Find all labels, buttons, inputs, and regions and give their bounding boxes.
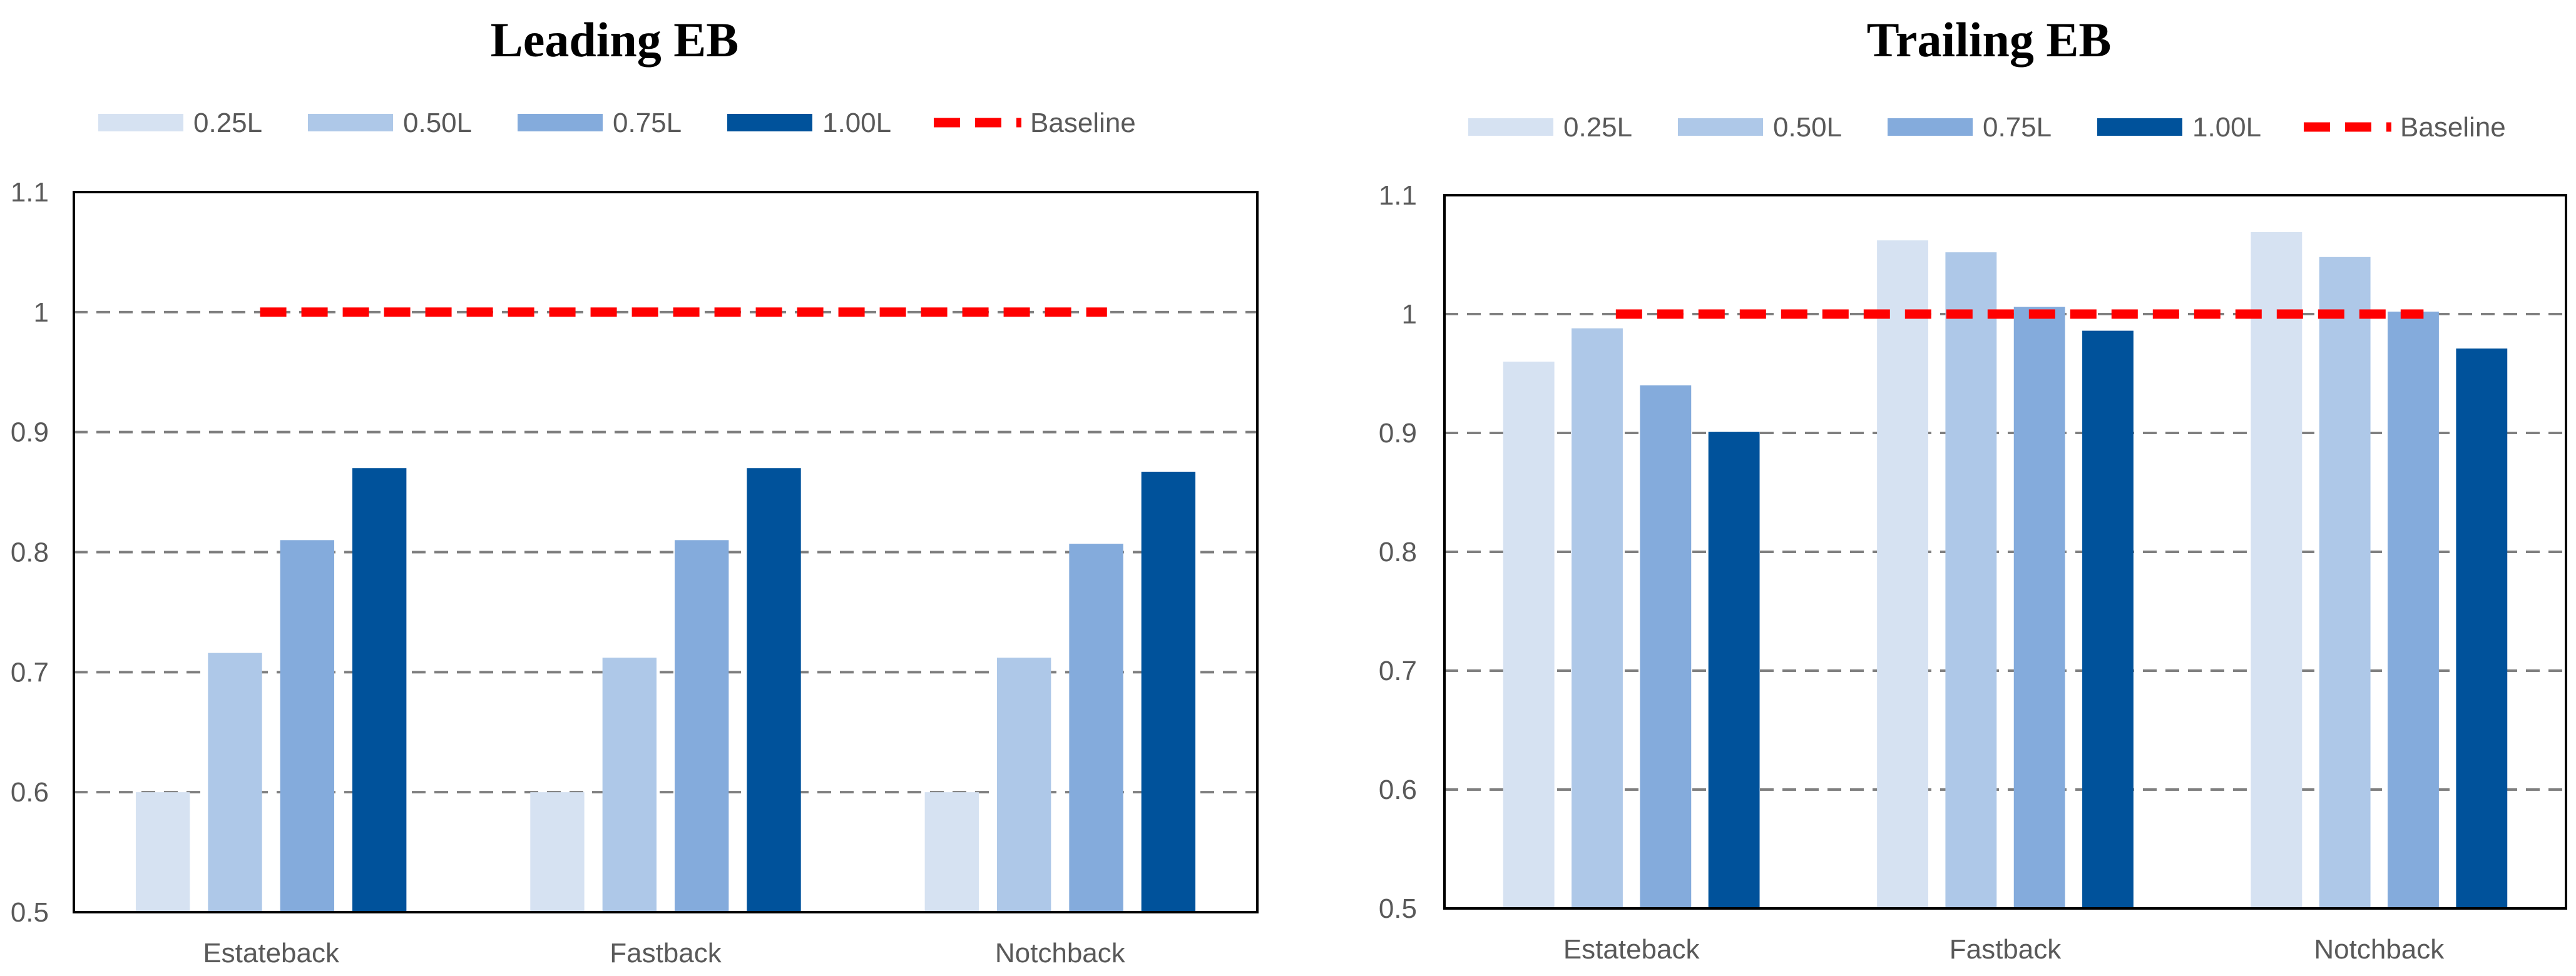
legend-swatch-0-75l [1888, 118, 1973, 136]
chart-title: Trailing EB [1867, 13, 2112, 67]
x-tick-label-fastback: Fastback [610, 938, 722, 968]
y-tick-label-0-5: 0.5 [11, 897, 49, 928]
bar-notchback-0-25l [924, 792, 979, 912]
bar-fastback-0-50l [1945, 252, 1997, 909]
bar-fastback-0-75l [2013, 307, 2065, 909]
legend-label-0-50l: 0.50L [403, 108, 472, 138]
bar-notchback-0-25l [2251, 231, 2303, 908]
x-tick-label-estateback: Estateback [203, 938, 340, 968]
bar-estateback-0-75l [280, 540, 335, 912]
y-tick-label-0-9: 0.9 [11, 417, 49, 448]
bar-fastback-0-25l [1877, 240, 1928, 909]
bar-estateback-0-25l [1503, 362, 1555, 908]
plot-frame [1443, 194, 2567, 910]
x-tick-label-fastback: Fastback [1950, 934, 2062, 965]
y-tick-label-0-8: 0.8 [11, 537, 49, 568]
bar-fastback-1-00l [2082, 330, 2134, 908]
legend-swatch-0-75l [518, 114, 603, 131]
y-tick-label-0-6: 0.6 [11, 777, 49, 808]
x-tick-label-notchback: Notchback [2314, 934, 2445, 965]
bar-estateback-0-75l [1640, 385, 1692, 908]
y-axis: 0.5 0.6 0.7 0.8 0.9 1 1.1 [11, 177, 49, 928]
bar-notchback-0-50l [996, 658, 1051, 912]
x-tick-label-notchback: Notchback [995, 938, 1126, 968]
y-tick-label-0-7: 0.7 [11, 657, 49, 688]
legend-swatch-0-25l [98, 114, 183, 131]
bar-notchback-1-00l [1141, 471, 1196, 912]
bar-estateback-0-25l [135, 792, 190, 912]
bar-fastback-0-75l [674, 540, 729, 912]
bar-notchback-0-75l [2388, 312, 2439, 908]
y-tick-label-0-6: 0.6 [1379, 775, 1417, 805]
legend-swatch-0-50l [1678, 118, 1763, 136]
legend-swatch-0-25l [1468, 118, 1553, 136]
legend-label-0-50l: 0.50L [1773, 112, 1842, 143]
bar-notchback-0-75l [1069, 544, 1123, 912]
bar-notchback-0-50l [2319, 257, 2371, 908]
bar-fastback-0-50l [602, 658, 657, 912]
legend-label-0-25l: 0.25L [1563, 112, 1632, 143]
y-axis: 0.5 0.6 0.7 0.8 0.9 1 1.1 [1379, 180, 1417, 924]
y-tick-label-0-5: 0.5 [1379, 893, 1417, 924]
bar-estateback-1-00l [1708, 432, 1760, 908]
chart-title: Leading EB [491, 13, 739, 67]
y-tick-label-1: 1 [34, 297, 49, 328]
y-tick-label-1: 1 [1402, 299, 1417, 330]
bar-notchback-1-00l [2456, 348, 2508, 908]
bar-estateback-0-50l [208, 653, 262, 912]
chart-trailing-eb: Trailing EB 0.25L 0.50L 0.75L 1.00L Baseline E… [1379, 13, 2567, 965]
chart-leading-eb: Leading EB 0.25L 0.50L 0.75L 1.00L Baseline Es… [11, 13, 1259, 968]
y-tick-label-1-1: 1.1 [11, 177, 49, 208]
legend-swatch-1-00l [2097, 118, 2182, 136]
x-tick-label-estateback: Estateback [1563, 934, 1700, 965]
plot-frame [73, 191, 1259, 913]
legend-label-0-75l: 0.75L [1983, 112, 2052, 143]
bar-fastback-1-00l [747, 468, 801, 912]
y-tick-label-1-1: 1.1 [1379, 180, 1417, 211]
legend-label-1-00l: 1.00L [2192, 112, 2261, 143]
legend-label-0-25l: 0.25L [193, 108, 262, 138]
gridlines [74, 310, 1257, 794]
legend: 0.25L 0.50L 0.75L 1.00L Baseline [1468, 112, 2506, 143]
legend-swatch-1-00l [727, 114, 812, 131]
y-tick-label-0-9: 0.9 [1379, 418, 1417, 449]
bar-estateback-1-00l [352, 468, 407, 912]
bar-fastback-0-25l [530, 792, 585, 912]
bar-estateback-0-50l [1572, 328, 1623, 908]
legend-label-0-75l: 0.75L [613, 108, 682, 138]
legend: 0.25L 0.50L 0.75L 1.00L Baseline [98, 108, 1136, 138]
y-tick-label-0-8: 0.8 [1379, 537, 1417, 567]
bars [1503, 231, 2508, 909]
legend-swatch-0-50l [308, 114, 393, 131]
legend-label-baseline: Baseline [2400, 112, 2506, 143]
y-tick-label-0-7: 0.7 [1379, 656, 1417, 686]
legend-label-1-00l: 1.00L [822, 108, 891, 138]
bars [135, 468, 1196, 912]
legend-label-baseline: Baseline [1030, 108, 1136, 138]
